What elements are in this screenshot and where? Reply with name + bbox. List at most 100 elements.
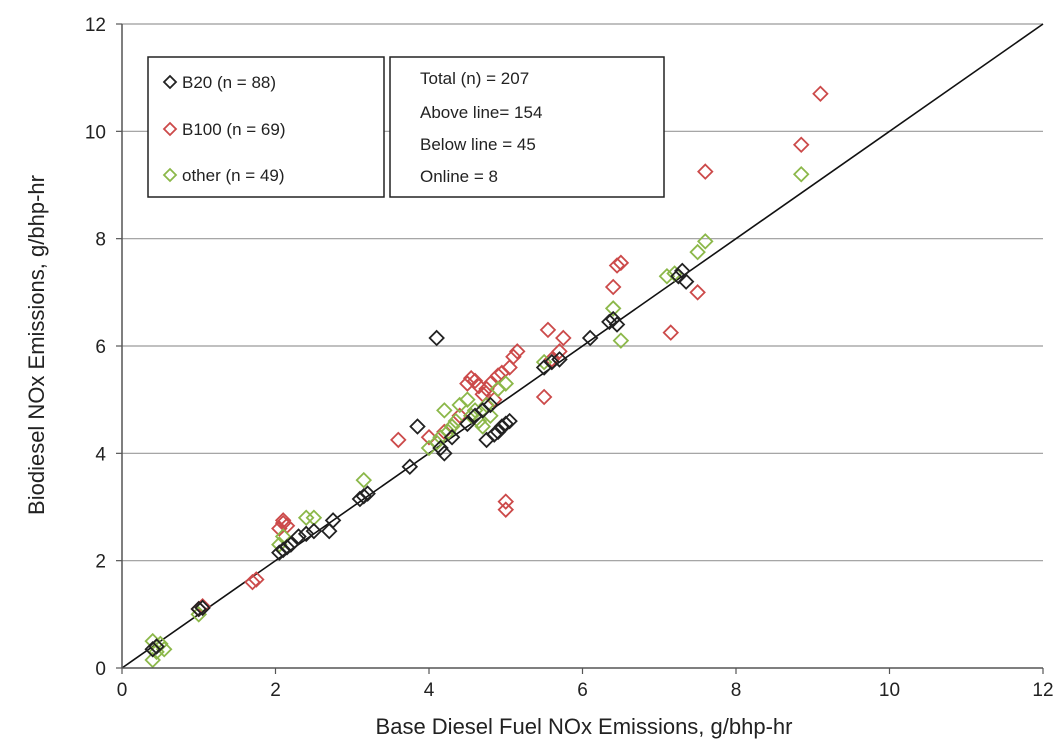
point-series1-34 [608,257,626,274]
point-series0-17 [409,418,426,435]
reference-line-1to1 [121,23,1044,669]
point-series0-11 [320,522,338,540]
point-series0-31 [501,412,518,430]
point-series2-10 [355,471,373,489]
point-series0-1 [148,638,165,655]
point-series0-27 [485,426,503,443]
point-series1-6 [274,512,292,529]
point-series1-33 [604,278,622,296]
point-series0-14 [355,487,373,505]
point-series1-8 [390,431,407,449]
y-tick-label-12: 12 [85,15,106,36]
legend-marker-1 [162,121,178,137]
x-tick-label-8: 8 [731,680,742,701]
point-series1-20 [485,391,503,408]
point-series2-19 [459,391,476,408]
x-tick-label-2: 2 [270,680,281,701]
point-series1-18 [478,380,495,398]
point-series0-38 [608,316,626,333]
point-series2-30 [612,332,630,349]
point-series2-35 [792,165,810,183]
y-tick-label-8: 8 [95,230,106,251]
x-axis-title: Base Diesel Fuel NOx Emissions, g/bhp-hr [376,714,793,739]
point-series2-4 [144,632,161,650]
legend-marker-0 [162,74,178,90]
point-series0-35 [581,329,599,347]
reference-line-layer [121,23,1044,669]
point-series2-29 [604,300,622,317]
x-tick-label-4: 4 [424,680,435,701]
point-series0-22 [459,415,476,433]
legend-label-other: other (n = 49) [182,166,285,185]
point-series2-12 [428,434,445,451]
y-axis-title: Biodiesel NOx Emissions, g/bhp-hr [24,175,49,515]
point-series0-12 [324,512,342,529]
point-series0-21 [443,428,461,446]
point-series1-35 [612,254,630,272]
point-series1-39 [792,136,810,154]
y-tick-label-6: 6 [95,337,106,358]
point-series0-33 [543,353,561,371]
point-series2-3 [155,640,173,658]
summary-below: Below line = 45 [420,135,536,154]
point-series2-15 [439,423,457,441]
point-series1-38 [697,163,714,180]
point-series2-34 [697,233,714,250]
summary-above: Above line= 154 [420,103,542,122]
point-series2-23 [474,418,491,435]
x-tick-label-10: 10 [879,680,900,701]
point-series0-10 [305,522,323,540]
point-series0-15 [359,485,376,502]
point-series0-20 [436,445,453,462]
point-series1-12 [451,407,468,425]
legend-markers [162,74,178,183]
point-series1-23 [497,501,515,518]
axes [116,23,1044,674]
point-series2-16 [443,418,461,435]
point-series0-39 [670,267,687,285]
point-series1-15 [466,372,484,390]
point-series0-16 [401,458,419,476]
point-series1-25 [501,359,518,376]
y-tick-labels: 0 2 4 6 8 10 12 [85,15,107,680]
point-series1-37 [689,284,706,301]
point-series0-0 [144,640,161,658]
x-tick-label-6: 6 [577,680,588,701]
point-series1-31 [551,343,568,360]
y-tick-label-10: 10 [85,122,106,143]
x-tick-label-0: 0 [117,680,128,701]
point-series2-8 [297,509,315,527]
point-series2-20 [462,407,480,425]
x-tick-label-12: 12 [1032,680,1053,701]
summary-online: Online = 8 [420,167,498,186]
point-series0-28 [489,423,507,441]
point-series2-14 [436,402,453,419]
point-series0-41 [677,273,695,290]
point-series1-29 [539,321,557,339]
point-series0-9 [297,525,315,543]
point-series1-3 [248,571,265,588]
point-series0-37 [604,310,622,328]
point-series0-2 [190,600,208,618]
legend-label-b20: B20 (n = 88) [182,73,276,92]
point-series1-19 [482,375,499,392]
summary-frame [389,56,665,198]
point-series2-28 [535,353,553,371]
point-series1-32 [555,329,572,347]
point-series2-27 [497,375,515,392]
point-series0-30 [497,415,515,433]
summary-box: Total (n) = 207 Above line= 154 Below li… [389,56,665,198]
y-tick-label-4: 4 [95,444,106,465]
point-series1-28 [535,388,553,406]
data-points [144,85,829,669]
point-series2-33 [689,243,706,261]
point-series0-3 [194,599,211,617]
point-series0-26 [482,396,499,414]
point-series0-34 [551,351,568,368]
point-series2-22 [470,412,488,430]
point-series1-2 [244,573,261,591]
point-series0-19 [432,439,449,457]
point-series0-6 [278,538,296,556]
